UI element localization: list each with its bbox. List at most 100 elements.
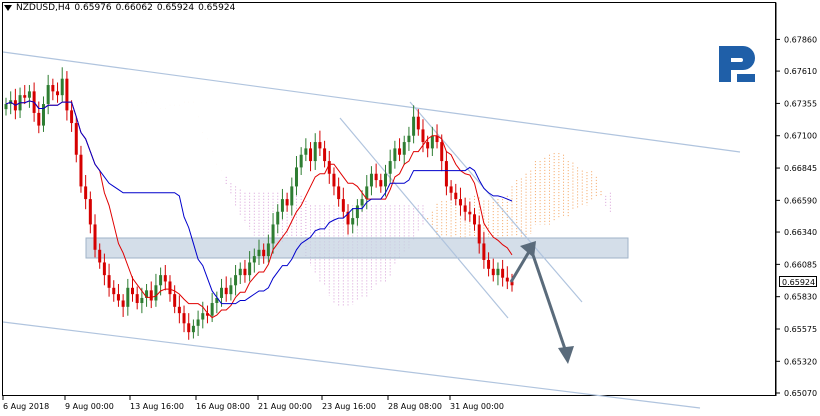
candle-body xyxy=(182,313,186,324)
candle-body xyxy=(393,148,397,162)
candle-body xyxy=(149,290,153,301)
candle-body xyxy=(384,173,387,187)
price-tick-label: 0.66085 xyxy=(784,260,817,269)
candle-body xyxy=(41,104,45,126)
candle-body xyxy=(210,303,214,316)
low-value: 0.65924 xyxy=(156,3,195,13)
close-value: 0.65924 xyxy=(198,3,236,13)
candle-body xyxy=(131,287,134,295)
chart-header: NZDUSD,H4 0.65976 0.66062 0.65924 0.65924 xyxy=(4,3,239,13)
candle-body xyxy=(491,268,495,276)
candle-body xyxy=(351,218,355,225)
time-tick-label: 23 Aug 16:00 xyxy=(322,402,376,411)
candle-body xyxy=(205,313,209,316)
symbol-label: NZDUSD,H4 xyxy=(16,3,71,13)
candle-body xyxy=(135,294,139,304)
candle-body xyxy=(285,199,289,206)
candle-body xyxy=(412,116,416,136)
candle-body xyxy=(116,294,120,301)
candle-body xyxy=(93,224,97,250)
candle-body xyxy=(191,325,195,333)
candle-body xyxy=(505,277,509,282)
inner-channel-lower xyxy=(339,117,509,319)
candle-body xyxy=(271,224,275,244)
candle-body xyxy=(327,161,331,174)
time-tick-label: 28 Aug 08:00 xyxy=(388,402,442,411)
candle-body xyxy=(112,287,116,295)
candle-body xyxy=(430,135,434,149)
candle-body xyxy=(215,297,219,304)
candle-body xyxy=(163,275,167,282)
candle-body xyxy=(463,205,467,212)
candle-body xyxy=(323,148,327,162)
price-tick-label: 0.66340 xyxy=(784,228,817,237)
time-tick-label: 16 Aug 08:00 xyxy=(196,402,250,411)
candle-body xyxy=(102,262,106,276)
candle-body xyxy=(168,281,172,295)
price-tick-label: 0.67355 xyxy=(784,99,817,108)
candle-body xyxy=(145,290,149,298)
candle-body xyxy=(173,294,177,307)
candle-body xyxy=(360,199,364,206)
support-zone xyxy=(85,237,629,259)
time-tick-label: 13 Aug 16:00 xyxy=(130,402,184,411)
collapse-triangle-icon[interactable] xyxy=(4,4,12,11)
candle-body xyxy=(421,129,425,143)
high-value: 0.66062 xyxy=(115,3,153,13)
candle-body xyxy=(201,313,205,320)
time-tick-label: 9 Aug 00:00 xyxy=(65,402,114,411)
candle-body xyxy=(402,142,406,155)
candle-body xyxy=(266,243,270,257)
price-tick-label: 0.65320 xyxy=(784,357,817,366)
price-tick-label: 0.67100 xyxy=(784,132,817,141)
forecast-arrows xyxy=(509,241,574,364)
ichimoku-cloud xyxy=(225,153,611,307)
candle-body xyxy=(276,211,280,225)
candle-body xyxy=(234,275,238,286)
candle-body xyxy=(416,116,420,130)
candle-body xyxy=(79,154,83,187)
candle-body xyxy=(74,123,78,155)
candle-body xyxy=(140,297,144,304)
forecast-down-arrowhead xyxy=(558,346,574,364)
candle-body xyxy=(365,186,369,200)
forecast-up-arrow xyxy=(509,249,532,283)
candle-body xyxy=(220,287,224,298)
candle-body xyxy=(60,78,64,96)
price-tick-label: 0.67610 xyxy=(784,67,817,76)
price-tick-label: 0.65575 xyxy=(784,325,817,334)
candle-body xyxy=(398,148,402,155)
candle-body xyxy=(121,300,125,307)
r-logo-icon xyxy=(719,46,755,82)
candle-body xyxy=(435,135,439,143)
candle-body xyxy=(477,224,481,244)
candle-body xyxy=(65,78,69,111)
candle-body xyxy=(369,173,373,187)
candle-body xyxy=(510,281,514,286)
candle-body xyxy=(37,112,41,126)
candle-body xyxy=(346,211,350,225)
candle-body xyxy=(262,249,266,257)
price-axis: 0.67860 0.67610 0.67355 0.67100 0.66845 0.665… xyxy=(776,35,817,398)
candle-body xyxy=(444,161,448,187)
candle-body xyxy=(27,91,31,98)
candle-body xyxy=(473,214,477,225)
candle-body xyxy=(224,287,228,295)
candle-body xyxy=(154,285,158,301)
candle-body xyxy=(332,173,336,187)
candle-body xyxy=(243,268,247,276)
candle-body xyxy=(482,243,486,260)
candles-layer xyxy=(4,67,514,340)
time-tick-label: 21 Aug 00:00 xyxy=(258,402,312,411)
candle-body xyxy=(56,91,60,96)
time-axis: 6 Aug 2018 9 Aug 00:00 13 Aug 16:00 16 Aug … xyxy=(2,396,504,411)
upper-channel-line xyxy=(2,51,741,153)
candle-body xyxy=(374,173,378,181)
candle-body xyxy=(107,275,111,288)
candle-body xyxy=(458,199,462,206)
candle-body xyxy=(426,142,430,149)
candle-body xyxy=(4,104,8,110)
candle-body xyxy=(454,192,458,200)
lower-channel-line xyxy=(2,321,701,409)
